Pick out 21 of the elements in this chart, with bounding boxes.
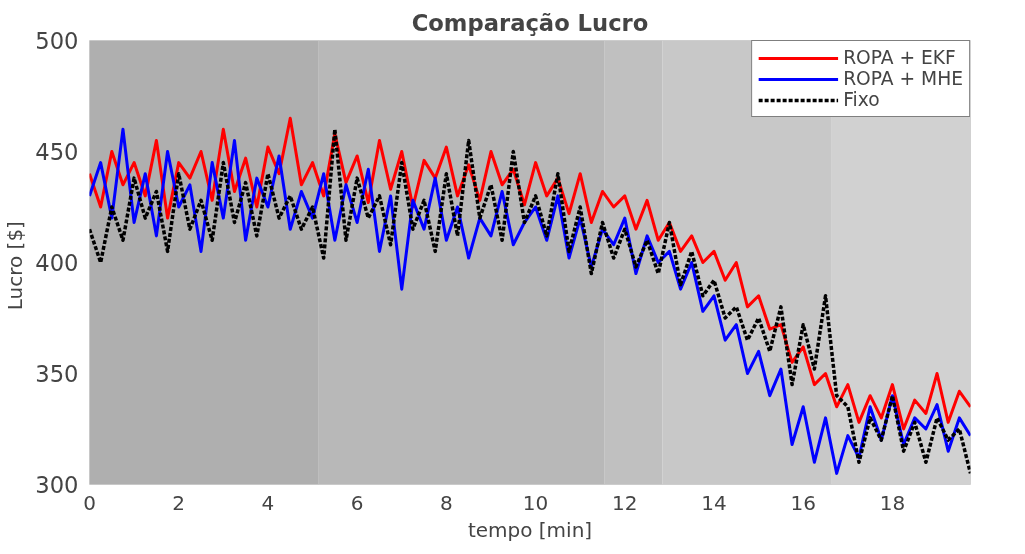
y-axis-title: Lucro [$] xyxy=(3,221,28,311)
x-tick-label: 2 xyxy=(172,490,186,515)
x-tick-label: 10 xyxy=(522,490,549,515)
y-tick-label: 450 xyxy=(35,139,79,165)
x-tick-label: 16 xyxy=(790,490,816,515)
x-tick-label: 12 xyxy=(612,490,638,515)
x-tick-label: 4 xyxy=(261,490,275,515)
y-tick-label: 400 xyxy=(35,250,79,276)
y-tick-label: 300 xyxy=(35,472,79,498)
x-tick-label: 14 xyxy=(701,490,727,515)
legend-label: ROPA + MHE xyxy=(843,68,963,89)
x-tick-label: 6 xyxy=(350,490,364,515)
x-tick-label: 0 xyxy=(83,490,96,515)
legend-label: ROPA + EKF xyxy=(843,47,956,68)
y-tick-label: 500 xyxy=(35,28,79,54)
y-tick-label: 350 xyxy=(35,361,79,387)
x-axis-title: tempo [min] xyxy=(467,517,593,542)
x-tick-label: 18 xyxy=(879,490,906,515)
chart-title: Comparação Lucro xyxy=(411,9,649,36)
legend-label: Fixo xyxy=(843,89,880,110)
x-tick-label: 8 xyxy=(440,490,453,515)
